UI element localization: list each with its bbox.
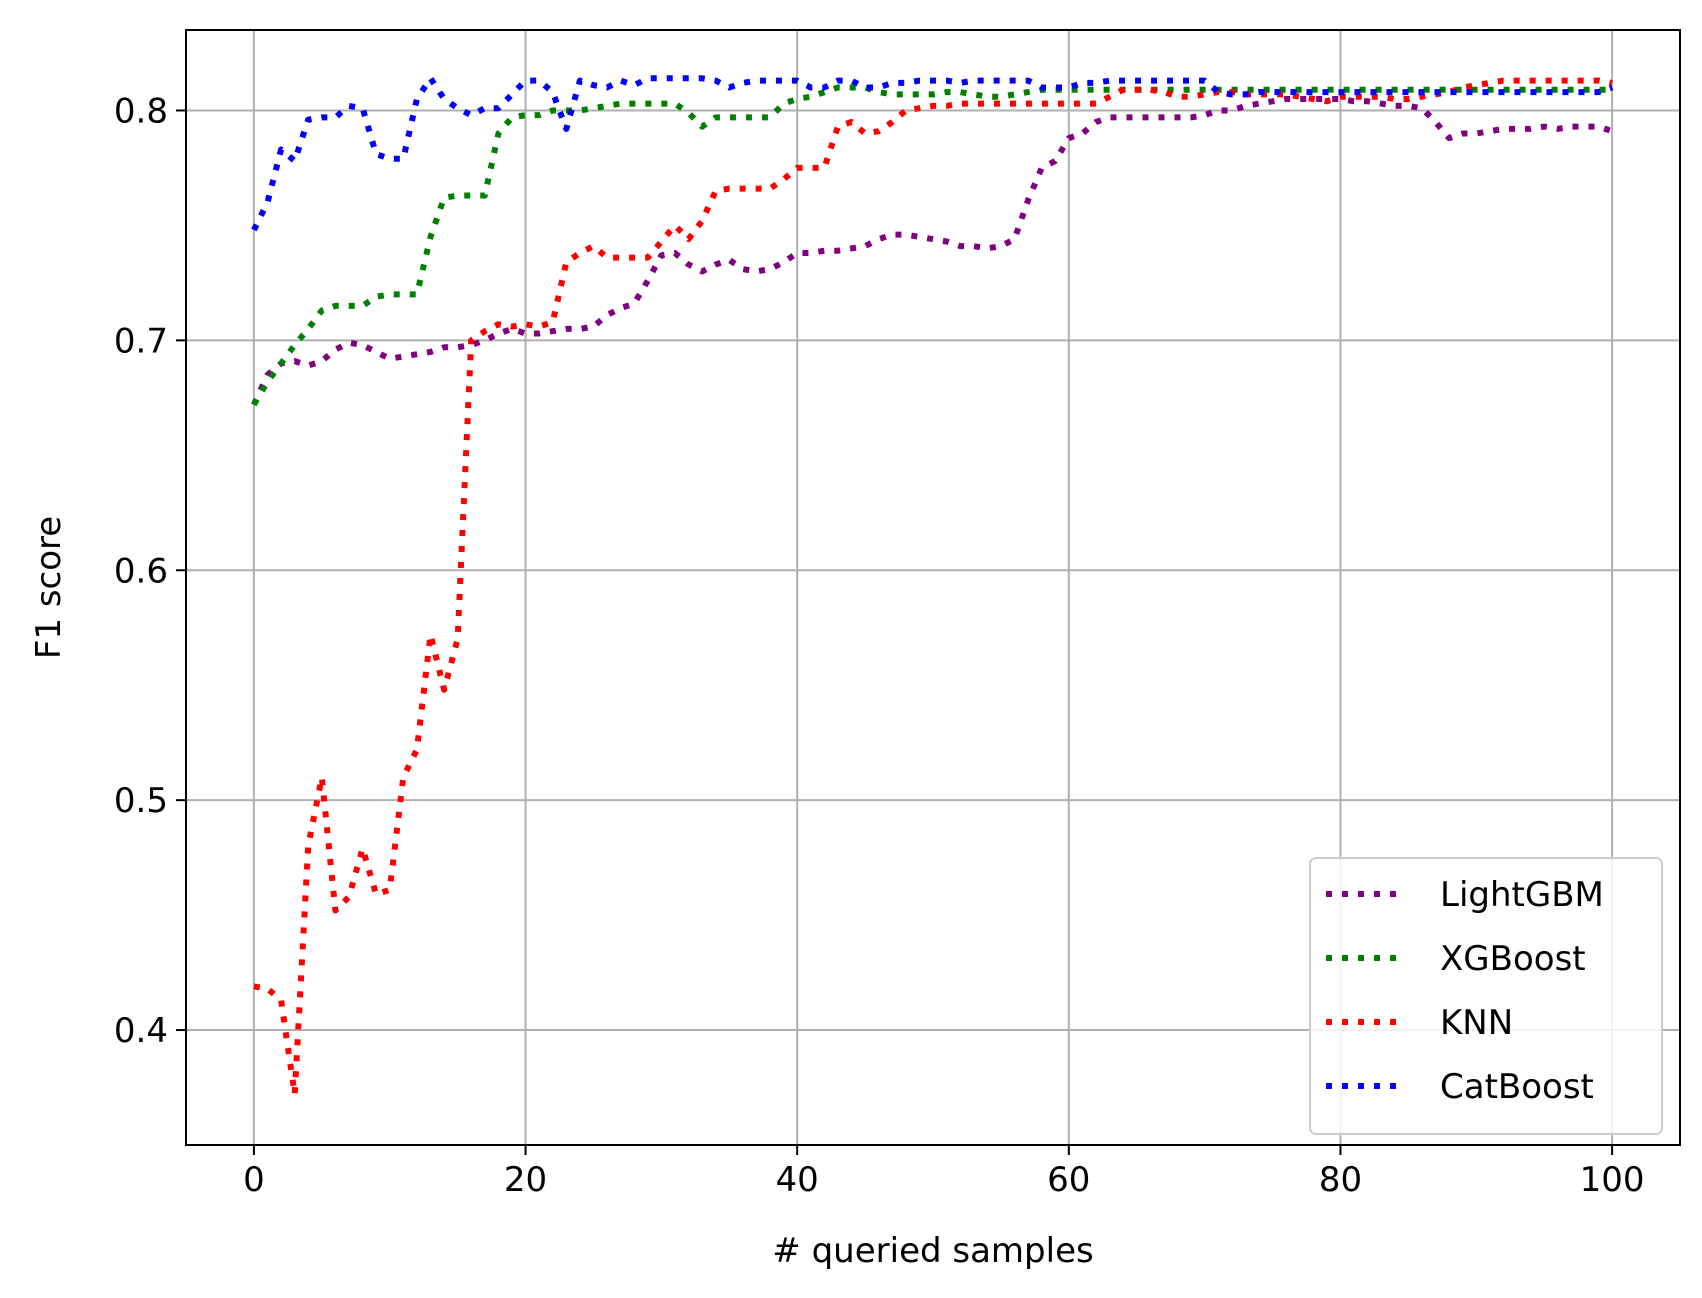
x-tick-label: 80: [1319, 1160, 1362, 1200]
legend: LightGBM XGBoost KNN CatBoost: [1309, 857, 1663, 1135]
legend-label-xgboost: XGBoost: [1440, 939, 1586, 979]
x-tick-label: 100: [1580, 1160, 1645, 1200]
y-tick-label: 0.5: [114, 781, 168, 821]
x-tick-label: 20: [504, 1160, 547, 1200]
legend-box: [1309, 857, 1663, 1135]
y-axis-title: F1 score: [29, 516, 69, 659]
x-tick-label: 40: [776, 1160, 819, 1200]
series-line-knn: [253, 77, 1613, 1098]
y-tick-label: 0.7: [114, 321, 168, 361]
series-line-catboost: [251, 75, 1614, 232]
y-tick-label: 0.6: [114, 551, 168, 591]
legend-label-catboost: CatBoost: [1440, 1067, 1594, 1107]
x-axis-title: # queried samples: [772, 1231, 1093, 1271]
y-tick-label: 0.8: [114, 91, 168, 131]
y-tick-label: 0.4: [114, 1011, 168, 1051]
x-tick-label: 60: [1047, 1160, 1090, 1200]
series-line-lightgbm: [251, 96, 1614, 406]
legend-label-lightgbm: LightGBM: [1440, 875, 1604, 915]
axis-ticks: 0 20 40 60 80 100 0.4 0.5 0.6 0.7 0.8: [114, 91, 1645, 1200]
x-tick-label: 0: [243, 1160, 265, 1200]
grid: [186, 30, 1680, 1145]
legend-label-knn: KNN: [1440, 1003, 1513, 1043]
plot-frame: [185, 29, 1681, 1146]
series-line-xgboost: [251, 84, 1613, 407]
series-group: [251, 75, 1614, 1098]
